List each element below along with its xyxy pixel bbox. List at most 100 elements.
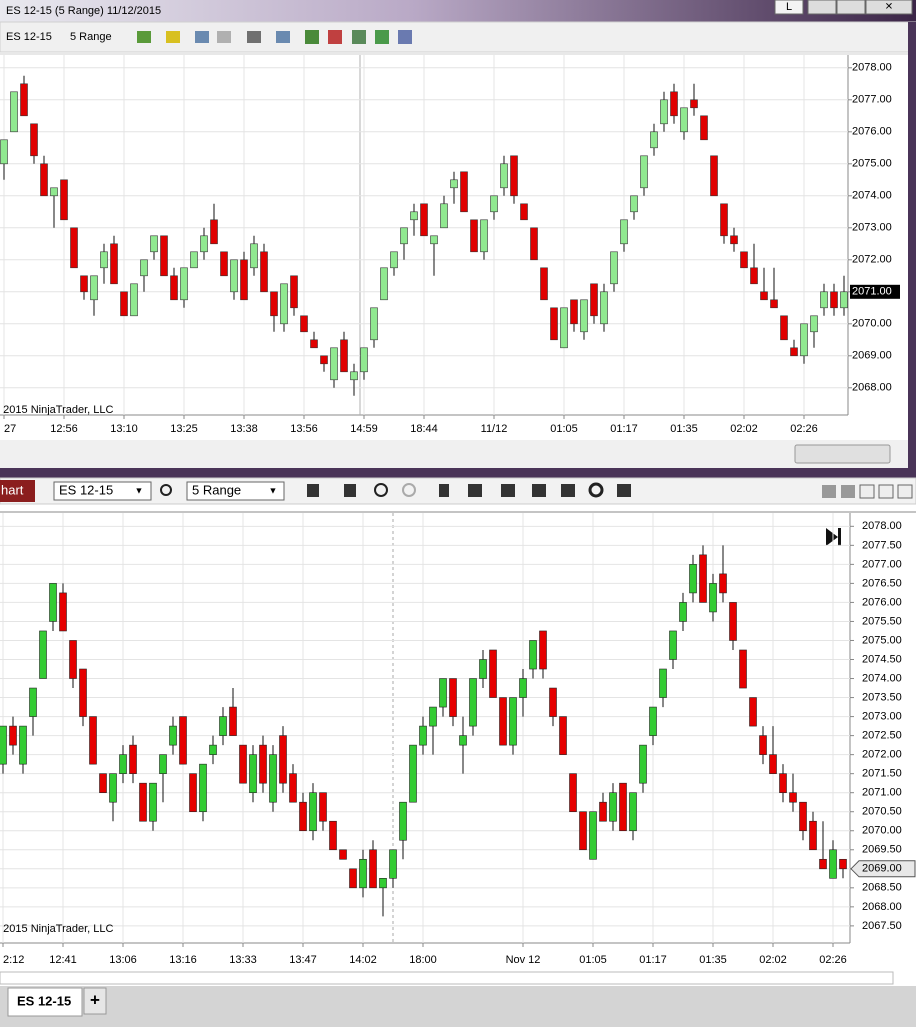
candle-body [520,203,528,221]
candle-body [10,91,18,133]
period-select[interactable]: 5 Range [70,31,112,43]
candle-body [129,744,137,774]
candle-body [199,763,207,813]
y-tick-label: 2072.00 [852,254,892,266]
instrument-select-bottom[interactable] [53,481,152,501]
maximize-button[interactable] [836,0,866,15]
add-tab-label[interactable]: + [90,990,100,1009]
candle-body [270,291,278,317]
candle-body [590,283,598,317]
candle-body [730,235,738,245]
toolbar-icons [137,30,412,44]
x-tick-label: 27 [4,423,16,435]
candle-body [310,339,318,349]
candle-body [49,583,57,622]
x-tick-label: 02:02 [730,423,758,435]
minimize-button[interactable] [859,484,875,499]
x-tick-label: 13:56 [290,423,318,435]
window-border-bottom [0,468,916,478]
candle-body [509,697,517,746]
candle-body [829,849,837,879]
candle-body [240,259,248,301]
candle-body [750,267,758,285]
toolbar-icons-bottom [160,482,631,498]
layout-button[interactable] [774,0,804,15]
y-tick-label: 2069.00 [852,350,892,362]
last-price-box [850,284,900,299]
close-button[interactable] [897,484,913,499]
y-tick-label: 2075.00 [862,634,902,646]
candle-body [570,299,578,325]
x-tick-label: 13:25 [170,423,198,435]
chart-tab[interactable] [0,480,35,502]
candle-body [660,99,668,125]
candle-body [339,849,347,860]
y-tick-label: 2076.00 [852,126,892,138]
y-tick-label: 2069.50 [862,844,902,856]
last-price-label: 2069.00 [862,863,902,875]
window-title: ES 12-15 (5 Range) 11/12/2015 [6,5,161,17]
candle-body [210,219,218,245]
x-tick-label: 2:12 [3,954,24,966]
period-label-bottom[interactable]: 5 Range [192,482,241,497]
period-select-bottom[interactable] [186,481,285,501]
candle-body [260,251,268,293]
watermark: © 2015 NinjaTrader, LLC [0,404,113,416]
x-tick-label: 14:02 [349,954,377,966]
x-tick-label: 11/12 [481,423,508,435]
y-tick-label: 2072.50 [862,730,902,742]
candle-body [330,347,338,381]
candle-body [689,564,697,594]
candle-body [579,811,587,851]
close-button[interactable] [865,0,913,15]
minimize-button[interactable] [807,0,837,15]
candle-body [759,735,767,755]
candle-body [649,706,657,736]
candle-body [599,801,607,822]
candle-body [400,227,408,245]
y-tick-label: 2078.00 [852,62,892,74]
candle-body [359,858,367,889]
y-tick-label: 2073.00 [852,222,892,234]
maximize-button[interactable] [878,484,894,499]
candle-body [160,235,168,277]
candle-body [490,195,498,213]
candle-body [269,754,277,803]
candle-body [600,291,608,325]
window-button[interactable] [841,485,855,498]
candle-body [700,115,708,141]
scrollbar-bottom[interactable] [0,971,894,985]
candle-body [140,259,148,277]
candle-body [580,299,588,333]
separator [0,52,916,55]
candle-body [80,275,88,293]
candle-body [290,275,298,309]
tab[interactable] [7,987,83,1017]
candle-body [40,163,48,197]
y-tick-label: 2067.50 [862,920,902,932]
candle-body [380,267,388,301]
x-tick-label: 14:59 [350,423,378,435]
candle-body [820,291,828,309]
watermark: © 2015 NinjaTrader, LLC [0,923,113,935]
add-tab[interactable] [83,987,107,1015]
layout-button-label[interactable]: L [786,1,792,13]
candle-body [299,801,307,832]
candle-body [370,307,378,341]
candle-body [719,573,727,594]
candle-body [530,227,538,261]
chart-tab-label[interactable]: hart [1,482,24,497]
instrument-label-bottom[interactable]: ES 12-15 [59,482,113,497]
x-tick-label: 12:41 [49,954,77,966]
candle-body [550,307,558,341]
scrollbar-thumb[interactable] [794,444,891,464]
candle-body [630,195,638,213]
x-tick-label: 13:33 [229,954,257,966]
candle-body [529,640,537,670]
window-button[interactable] [822,485,836,498]
candle-body [100,251,108,269]
tab-label[interactable]: ES 12-15 [17,993,71,1008]
instrument-select[interactable]: ES 12-15 [6,31,52,43]
candle-body [609,792,617,822]
